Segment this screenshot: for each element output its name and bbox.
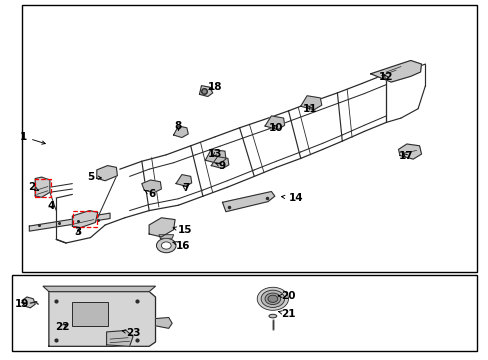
Polygon shape bbox=[72, 211, 98, 228]
Circle shape bbox=[161, 242, 171, 249]
Text: 8: 8 bbox=[175, 121, 182, 131]
Polygon shape bbox=[264, 116, 284, 130]
Text: 1: 1 bbox=[20, 132, 45, 144]
Text: 2: 2 bbox=[28, 182, 39, 192]
Polygon shape bbox=[300, 96, 321, 110]
Text: 13: 13 bbox=[207, 149, 222, 159]
Text: 7: 7 bbox=[182, 183, 189, 193]
Text: 9: 9 bbox=[215, 161, 225, 171]
Text: 12: 12 bbox=[378, 72, 393, 82]
Polygon shape bbox=[222, 192, 274, 212]
Polygon shape bbox=[199, 86, 212, 96]
Circle shape bbox=[257, 287, 288, 310]
Bar bbox=[72, 302, 107, 326]
Polygon shape bbox=[49, 292, 155, 346]
Polygon shape bbox=[29, 213, 110, 231]
Polygon shape bbox=[176, 175, 191, 186]
Circle shape bbox=[267, 295, 277, 302]
Polygon shape bbox=[149, 218, 175, 237]
Bar bbox=[73, 211, 97, 227]
Polygon shape bbox=[159, 235, 173, 238]
Text: 19: 19 bbox=[15, 299, 29, 309]
Polygon shape bbox=[155, 318, 172, 328]
Polygon shape bbox=[211, 157, 228, 168]
Polygon shape bbox=[97, 166, 117, 181]
Text: 14: 14 bbox=[281, 193, 303, 203]
Bar bbox=[12, 275, 476, 351]
Text: 11: 11 bbox=[303, 104, 317, 114]
Text: 15: 15 bbox=[173, 225, 192, 235]
Polygon shape bbox=[173, 126, 188, 138]
Bar bbox=[22, 5, 476, 272]
Ellipse shape bbox=[268, 314, 276, 318]
Circle shape bbox=[264, 293, 280, 305]
Polygon shape bbox=[370, 60, 421, 82]
Circle shape bbox=[261, 290, 284, 307]
Polygon shape bbox=[22, 297, 35, 308]
Text: 4: 4 bbox=[47, 201, 55, 211]
Polygon shape bbox=[43, 286, 155, 292]
Polygon shape bbox=[106, 330, 133, 346]
Text: 16: 16 bbox=[173, 240, 190, 251]
Polygon shape bbox=[205, 149, 225, 164]
Polygon shape bbox=[35, 177, 50, 197]
Text: 3: 3 bbox=[75, 227, 81, 237]
Text: 5: 5 bbox=[87, 172, 101, 182]
Text: 6: 6 bbox=[144, 189, 155, 199]
Bar bbox=[35, 179, 51, 197]
Text: 18: 18 bbox=[207, 82, 222, 92]
Polygon shape bbox=[398, 144, 421, 159]
Text: 10: 10 bbox=[268, 123, 283, 133]
Text: 22: 22 bbox=[55, 322, 70, 332]
Text: 20: 20 bbox=[278, 291, 295, 301]
Circle shape bbox=[156, 238, 176, 253]
Text: 23: 23 bbox=[122, 328, 140, 338]
Text: 17: 17 bbox=[398, 150, 412, 161]
Polygon shape bbox=[142, 180, 161, 193]
Text: 21: 21 bbox=[278, 309, 295, 319]
